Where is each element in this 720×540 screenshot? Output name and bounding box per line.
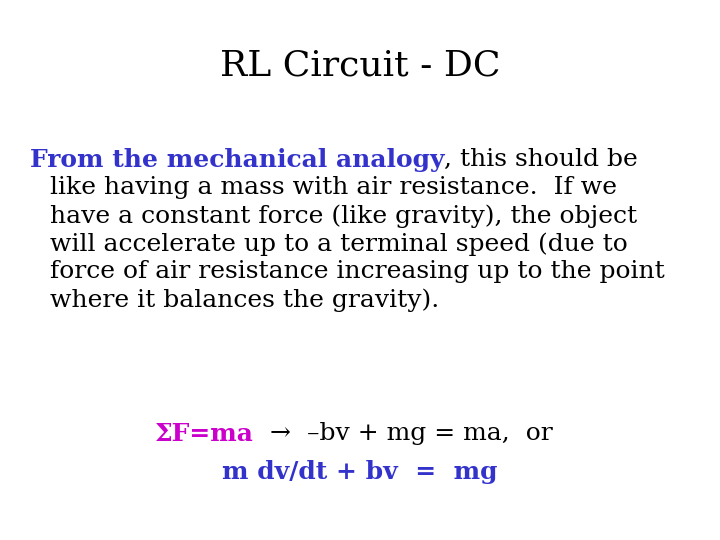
Text: RL Circuit - DC: RL Circuit - DC	[220, 48, 500, 82]
Text: →  –bv + mg = ma,  or: → –bv + mg = ma, or	[254, 422, 553, 445]
Text: From the mechanical analogy: From the mechanical analogy	[30, 148, 444, 172]
Text: have a constant force (like gravity), the object: have a constant force (like gravity), th…	[50, 204, 637, 227]
Text: force of air resistance increasing up to the point: force of air resistance increasing up to…	[50, 260, 665, 283]
Text: ΣF=ma: ΣF=ma	[155, 422, 254, 446]
Text: like having a mass with air resistance.  If we: like having a mass with air resistance. …	[50, 176, 617, 199]
Text: , this should be: , this should be	[444, 148, 638, 171]
Text: m dv/dt + bv  =  mg: m dv/dt + bv = mg	[222, 460, 498, 484]
Text: will accelerate up to a terminal speed (due to: will accelerate up to a terminal speed (…	[50, 232, 628, 255]
Text: where it balances the gravity).: where it balances the gravity).	[50, 288, 439, 312]
